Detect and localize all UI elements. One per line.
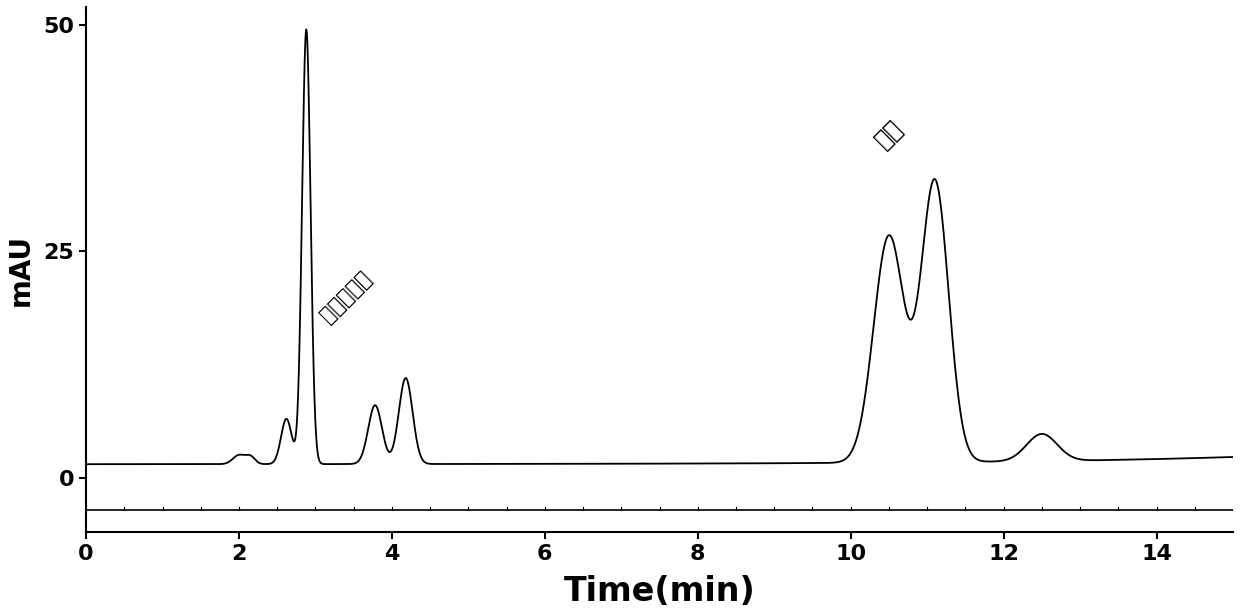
Y-axis label: mAU: mAU bbox=[7, 234, 35, 306]
Text: 己醉: 己醉 bbox=[870, 115, 908, 152]
X-axis label: Time(min): Time(min) bbox=[564, 575, 755, 608]
Text: 衍生化试剑: 衍生化试剑 bbox=[317, 268, 376, 326]
